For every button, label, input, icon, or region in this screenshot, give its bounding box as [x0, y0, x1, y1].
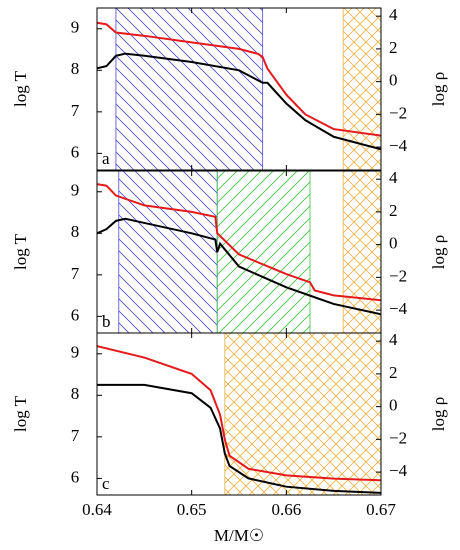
y2-tick-label: −2	[389, 266, 407, 285]
y-tick-label: 6	[71, 467, 80, 486]
y2-axis-label: log ρ	[429, 72, 448, 106]
y-tick-label: 7	[71, 426, 80, 445]
x-axis-label: M/M☉	[214, 526, 264, 545]
panel-label: c	[102, 474, 110, 493]
y-tick-label: 9	[71, 181, 80, 200]
y2-tick-label: 2	[389, 363, 398, 382]
region	[224, 333, 381, 495]
x-tick-label: 0.67	[366, 500, 396, 519]
y2-tick-label: 4	[389, 168, 398, 187]
plot-frame	[96, 332, 382, 496]
line	[97, 345, 381, 482]
y2-tick-label: 0	[389, 71, 398, 90]
y-tick-label: 6	[71, 305, 80, 324]
y2-tick-label: −2	[389, 428, 407, 447]
y-tick-label: 6	[71, 142, 80, 161]
y2-tick-label: −4	[389, 136, 408, 155]
plot-frame	[96, 7, 382, 171]
region	[342, 171, 381, 333]
y2-tick-label: −4	[389, 299, 408, 318]
x-tick-label: 0.65	[177, 500, 207, 519]
line	[97, 52, 381, 151]
x-tick-label: 0.64	[82, 500, 112, 519]
y-tick-label: 8	[71, 384, 80, 403]
panel-label: b	[102, 312, 111, 331]
panel-label: a	[102, 149, 110, 168]
region	[216, 171, 311, 333]
y2-tick-label: 0	[389, 396, 398, 415]
y2-tick-label: 4	[389, 5, 398, 24]
y-tick-label: 7	[71, 264, 80, 283]
y2-tick-label: −4	[389, 461, 408, 480]
region	[118, 171, 218, 333]
y2-tick-label: 0	[389, 234, 398, 253]
y2-axis-label: log ρ	[429, 397, 448, 431]
y-axis-label: log T	[11, 70, 30, 107]
y-tick-label: 8	[71, 222, 80, 241]
x-tick-label: 0.66	[271, 500, 301, 519]
region	[115, 8, 264, 170]
y2-tick-label: 4	[389, 330, 398, 349]
y2-tick-label: 2	[389, 201, 398, 220]
region	[342, 8, 381, 170]
y-tick-label: 9	[71, 343, 80, 362]
y-axis-label: log T	[11, 395, 30, 432]
line	[97, 183, 381, 302]
y-tick-label: 8	[71, 59, 80, 78]
y2-axis-label: log ρ	[429, 235, 448, 269]
line	[97, 217, 381, 316]
line	[97, 383, 381, 494]
y-tick-label: 7	[71, 101, 80, 120]
y-tick-label: 9	[71, 18, 80, 37]
y2-tick-label: 2	[389, 38, 398, 57]
y2-tick-label: −2	[389, 103, 407, 122]
y-axis-label: log T	[11, 233, 30, 270]
line	[97, 21, 381, 137]
